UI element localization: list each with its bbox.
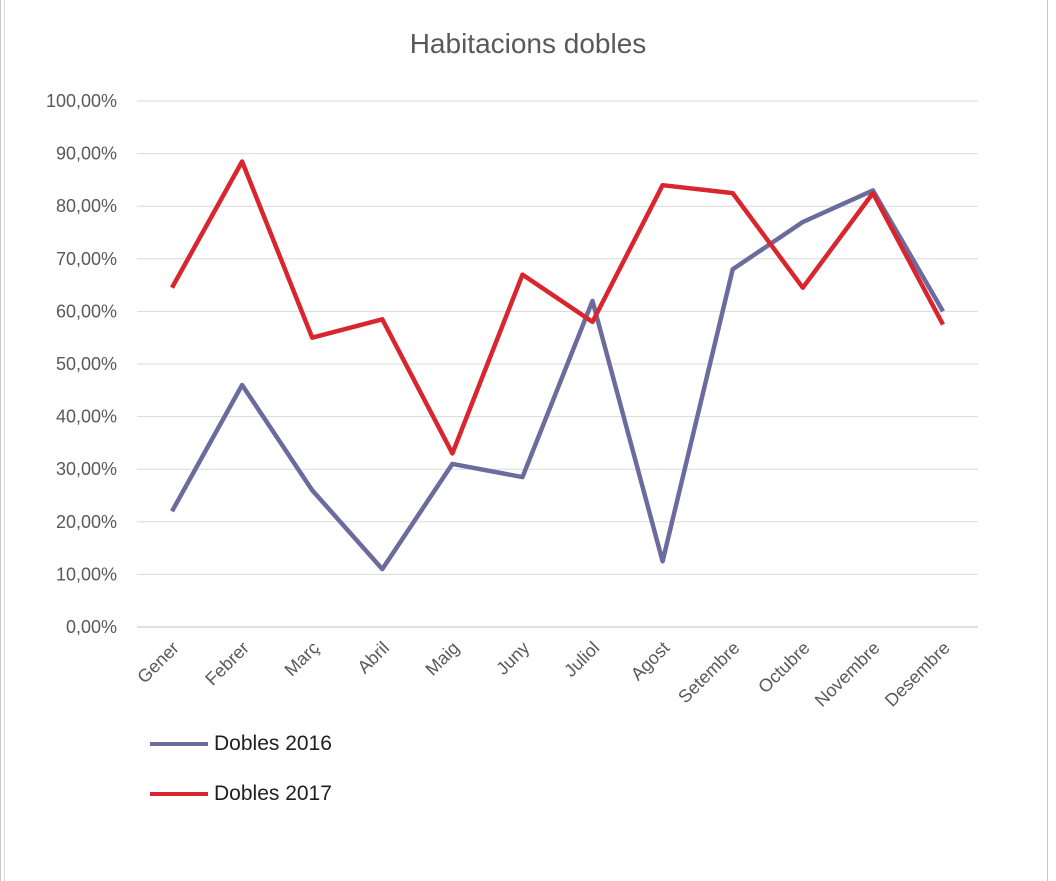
y-tick-label: 40,00% <box>56 407 117 427</box>
legend-item-2: Dobles 2017 <box>150 782 332 806</box>
y-tick-label: 0,00% <box>66 617 117 637</box>
series-line-2 <box>170 159 945 456</box>
x-tick-label: Maig <box>421 638 463 680</box>
y-tick-label: 60,00% <box>56 301 117 321</box>
x-tick-label: Febrer <box>201 638 253 690</box>
legend-label-2: Dobles 2017 <box>214 782 332 805</box>
y-tick-label: 50,00% <box>56 354 117 374</box>
y-tick-label: 90,00% <box>56 144 117 164</box>
legend-label-1: Dobles 2016 <box>214 732 332 755</box>
y-tick-label: 30,00% <box>56 459 117 479</box>
y-tick-label: 80,00% <box>56 196 117 216</box>
x-tick-label: Setembre <box>674 638 743 707</box>
y-tick-label: 70,00% <box>56 249 117 269</box>
x-tick-label: Abril <box>354 638 394 678</box>
frame-border-left <box>0 0 1 881</box>
x-tick-label: Agost <box>627 638 674 685</box>
x-tick-label: Octubre <box>754 638 813 697</box>
x-tick-label: Novembre <box>811 638 884 711</box>
frame-border-right <box>1047 0 1048 881</box>
y-tick-label: 100,00% <box>46 91 117 111</box>
x-tick-label: Juliol <box>560 638 603 681</box>
frame-border-left-inner <box>4 0 5 881</box>
series-line-1 <box>170 188 945 572</box>
legend-swatch-2 <box>150 792 208 797</box>
x-tick-label: Juny <box>492 638 533 679</box>
y-tick-label: 20,00% <box>56 512 117 532</box>
x-tick-label: Gener <box>133 638 183 688</box>
y-tick-label: 10,00% <box>56 564 117 584</box>
x-tick-label: Març <box>281 638 323 680</box>
x-tick-label: Desembre <box>881 638 954 711</box>
legend-swatch-1 <box>150 742 208 747</box>
chart-title: Habitacions dobles <box>409 28 647 59</box>
legend-item-1: Dobles 2016 <box>150 732 332 756</box>
